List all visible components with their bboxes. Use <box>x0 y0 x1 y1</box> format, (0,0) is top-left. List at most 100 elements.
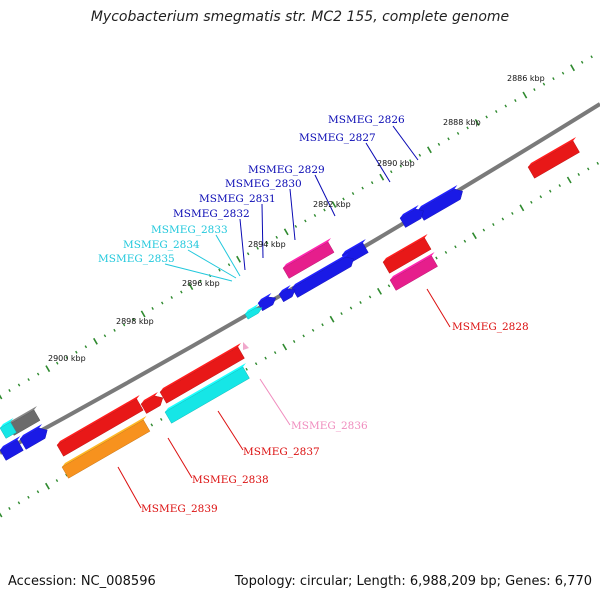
gene-feature-top <box>165 363 246 412</box>
gene-feature[interactable] <box>244 307 263 320</box>
gene-label[interactable]: MSMEG_2833 <box>151 224 228 236</box>
kbp-label: 2896 kbp <box>182 279 220 288</box>
gene-label[interactable]: MSMEG_2832 <box>173 208 250 220</box>
kbp-labels: 2886 kbp 2888 kbp 2890 kbp 2892 kbp 2894 kbp… <box>48 74 545 363</box>
gene-label[interactable]: MSMEG_2834 <box>123 239 200 251</box>
kbp-label: 2890 kbp <box>377 159 415 168</box>
tick-mark <box>482 228 486 232</box>
gene-feature[interactable] <box>291 256 354 298</box>
gene-feature[interactable] <box>164 366 250 424</box>
gene-feature[interactable] <box>19 427 48 450</box>
gene-label[interactable]: MSMEG_2826 <box>328 114 405 126</box>
tick-mark <box>511 211 514 215</box>
gene-feature-top <box>0 418 14 428</box>
gene-feature-top <box>245 304 259 314</box>
tick-mark <box>27 378 30 382</box>
tick-mark <box>8 506 11 510</box>
tick-mark <box>45 365 51 373</box>
gene-feature[interactable] <box>382 237 432 274</box>
kbp-label: 2886 kbp <box>507 74 545 83</box>
gene-feature-top <box>292 253 349 288</box>
tick-mark <box>418 153 422 157</box>
tick-mark <box>389 170 393 174</box>
label-leaders <box>117 125 451 509</box>
leader-line <box>365 142 391 183</box>
tick-mark <box>485 115 488 119</box>
gene-label[interactable]: MSMEG_2839 <box>141 503 218 515</box>
leader-line <box>217 410 244 451</box>
tick-mark <box>113 328 116 332</box>
leader-line <box>239 218 246 271</box>
tick-mark <box>351 192 355 196</box>
gene-feature-top <box>390 252 435 280</box>
tick-mark <box>361 186 364 190</box>
gene-feature[interactable] <box>282 241 335 279</box>
tick-mark <box>103 334 107 338</box>
leader-line <box>289 188 296 241</box>
leader-line <box>167 437 193 479</box>
tick-mark <box>514 99 517 103</box>
tick-mark <box>265 241 269 245</box>
gene-feature[interactable] <box>140 395 164 414</box>
gene-label[interactable]: MSMEG_2829 <box>248 164 325 176</box>
tick-mark <box>245 367 248 371</box>
gene-feature-top <box>0 436 21 450</box>
tick-mark <box>463 239 467 243</box>
tick-mark <box>548 189 552 193</box>
tick-mark <box>596 161 600 165</box>
gene-feature[interactable] <box>0 439 24 461</box>
tick-mark <box>399 164 403 168</box>
gene-label[interactable]: MSMEG_2831 <box>199 193 276 205</box>
tick-mark <box>466 126 469 130</box>
tick-mark <box>159 417 163 421</box>
tick-mark <box>454 245 457 249</box>
tick-mark <box>304 219 307 223</box>
leader-line <box>117 466 142 509</box>
tick-mark <box>447 137 450 141</box>
gene-feature-top <box>258 293 272 303</box>
backbone-line <box>0 102 600 455</box>
gene-feature[interactable] <box>278 288 296 303</box>
tick-mark <box>283 228 289 236</box>
gene-label[interactable]: MSMEG_2836 <box>291 420 368 432</box>
tick-mark <box>586 167 590 171</box>
tick-mark <box>504 104 508 108</box>
gene-feature-top <box>279 285 291 294</box>
tick-mark <box>264 356 267 360</box>
tick-mark <box>246 252 250 256</box>
leader-line <box>392 125 419 161</box>
gene-label[interactable]: MSMEG_2827 <box>299 132 376 144</box>
tick-mark <box>218 268 221 272</box>
gene-feature[interactable] <box>0 421 17 439</box>
gene-feature[interactable] <box>61 419 151 479</box>
gene-label[interactable]: MSMEG_2830 <box>225 178 302 190</box>
kbp-label: 2888 kbp <box>443 118 481 127</box>
gene-feature[interactable] <box>159 346 245 404</box>
tick-mark <box>180 290 183 294</box>
tick-mark <box>552 77 555 81</box>
tick-mark <box>533 88 536 92</box>
gene-label[interactable]: MSMEG_2828 <box>452 321 529 333</box>
kbp-label: 2892 kbp <box>313 200 351 209</box>
gene-feature-top <box>62 416 147 467</box>
gene-feature[interactable] <box>527 140 580 179</box>
tick-mark <box>387 284 391 288</box>
gene-feature[interactable] <box>399 208 424 228</box>
tick-mark <box>170 296 174 299</box>
tick-mark <box>340 312 343 316</box>
gene-label[interactable]: MSMEG_2838 <box>192 474 269 486</box>
tick-mark <box>542 82 546 86</box>
leader-line <box>259 378 291 426</box>
gene-feature[interactable] <box>389 255 438 291</box>
gene-feature[interactable] <box>56 398 144 457</box>
tick-mark <box>368 295 372 299</box>
gene-label[interactable]: MSMEG_2835 <box>98 253 175 265</box>
gene-feature[interactable] <box>417 188 463 221</box>
gene-label[interactable]: MSMEG_2837 <box>243 446 320 458</box>
tick-mark <box>151 306 154 310</box>
gene-feature[interactable] <box>243 342 249 350</box>
tick-mark <box>349 306 353 310</box>
tick-mark <box>321 323 324 327</box>
tick-mark <box>313 213 317 217</box>
gene-feature-top <box>57 395 140 445</box>
